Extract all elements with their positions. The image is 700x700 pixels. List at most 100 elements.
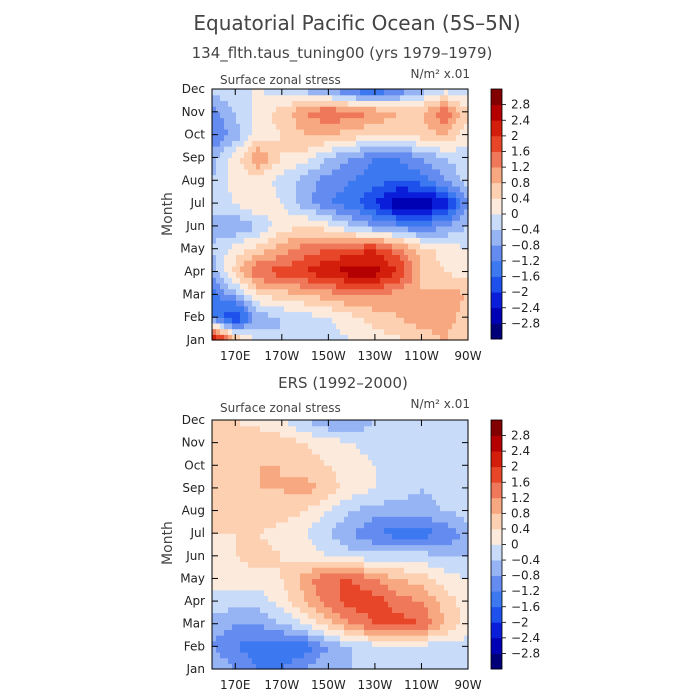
heat-cell	[456, 185, 461, 193]
heat-cell	[444, 117, 449, 124]
heat-cell	[440, 282, 445, 290]
heat-cell	[340, 612, 345, 619]
heat-cell	[412, 288, 417, 295]
heat-cell	[432, 254, 437, 261]
heat-cell	[448, 589, 453, 597]
heat-cell	[456, 663, 461, 670]
heat-cell	[444, 191, 449, 198]
heat-cell	[296, 334, 301, 341]
heat-cell	[404, 533, 409, 540]
heat-cell	[368, 657, 373, 664]
heat-cell	[312, 163, 317, 170]
heat-cell	[400, 640, 405, 647]
heat-cell	[380, 174, 385, 181]
heat-cell	[284, 282, 289, 290]
heat-cell	[360, 499, 365, 506]
heat-cell	[216, 646, 221, 653]
heat-cell	[232, 578, 237, 585]
heat-cell	[372, 516, 377, 523]
heat-cell	[404, 260, 409, 267]
heat-cell	[412, 601, 417, 608]
heat-cell	[336, 94, 341, 101]
heat-cell	[464, 237, 469, 244]
heat-cell	[272, 231, 277, 238]
heat-cell	[436, 646, 441, 653]
heat-cell	[292, 629, 297, 636]
heat-cell	[292, 572, 297, 580]
heat-cell	[248, 595, 253, 602]
heat-cell	[248, 652, 253, 659]
heat-cell	[284, 550, 289, 557]
heat-cell	[440, 527, 445, 534]
heat-cell	[436, 294, 441, 301]
heat-cell	[460, 516, 465, 523]
heat-cell	[296, 254, 301, 261]
heat-cell	[312, 146, 317, 153]
heat-cell	[216, 100, 221, 107]
heat-cell	[296, 106, 301, 113]
heat-cell	[376, 134, 381, 141]
heat-cell	[348, 231, 353, 238]
heat-cell	[368, 100, 373, 107]
heat-cell	[220, 510, 225, 517]
heat-cell	[212, 157, 217, 164]
heat-cell	[308, 606, 313, 614]
heat-cell	[288, 606, 293, 614]
heat-cell	[344, 174, 349, 181]
heat-cell	[320, 294, 325, 301]
heat-cell	[376, 197, 381, 204]
heat-cell	[260, 277, 265, 284]
heat-cell	[412, 277, 417, 284]
heat-cell	[256, 640, 261, 647]
heat-cell	[332, 100, 337, 107]
heat-cell	[232, 322, 237, 330]
heat-cell	[440, 94, 445, 101]
heat-cell	[392, 220, 397, 227]
heat-cell	[444, 322, 449, 330]
heat-cell	[444, 111, 449, 119]
heat-cell	[348, 635, 353, 642]
heat-cell	[352, 111, 357, 119]
heat-cell	[312, 328, 317, 335]
heat-cell	[412, 265, 417, 273]
heat-cell	[368, 487, 373, 495]
heat-cell	[332, 203, 337, 210]
heat-cell	[340, 282, 345, 290]
heat-cell	[336, 499, 341, 506]
heat-cell	[392, 174, 397, 181]
heat-cell	[448, 117, 453, 124]
heat-cell	[408, 657, 413, 664]
heat-cell	[440, 197, 445, 204]
heat-cell	[432, 260, 437, 267]
heat-cell	[340, 317, 345, 324]
heat-cell	[356, 117, 361, 124]
heat-cell	[360, 657, 365, 664]
heat-cell	[364, 117, 369, 124]
heat-cell	[320, 146, 325, 153]
heat-cell	[224, 322, 229, 330]
heat-cell	[312, 237, 317, 244]
heat-cell	[228, 595, 233, 602]
heat-cell	[388, 271, 393, 278]
heat-cell	[220, 185, 225, 193]
heat-cell	[364, 225, 369, 233]
heat-cell	[352, 208, 357, 216]
heat-cell	[212, 629, 217, 636]
heat-cell	[400, 237, 405, 244]
heat-cell	[396, 538, 401, 546]
heat-cell	[424, 567, 429, 574]
heat-cell	[260, 504, 265, 512]
heat-cell	[216, 567, 221, 574]
heat-cell	[456, 305, 461, 313]
heat-cell	[360, 487, 365, 495]
heat-cell	[460, 208, 465, 216]
heat-cell	[236, 640, 241, 647]
heat-cell	[228, 225, 233, 233]
heat-cell	[380, 191, 385, 198]
heat-cell	[340, 214, 345, 221]
heat-cell	[276, 640, 281, 647]
heat-cell	[248, 197, 253, 204]
heat-cell	[360, 504, 365, 512]
heat-cell	[396, 157, 401, 164]
heat-cell	[308, 89, 313, 96]
